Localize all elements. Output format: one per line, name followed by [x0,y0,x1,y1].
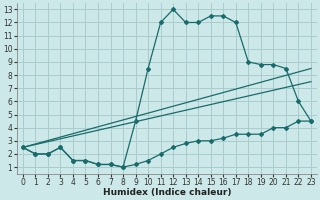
X-axis label: Humidex (Indice chaleur): Humidex (Indice chaleur) [103,188,231,197]
